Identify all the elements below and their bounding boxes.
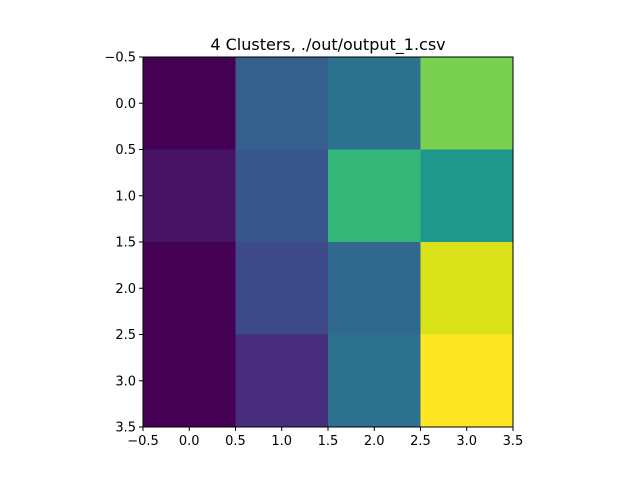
x-tick-label: 1.5 [318, 434, 339, 449]
heatmap-cell-r0-c3 [420, 57, 514, 150]
heatmap-cell-r0-c1 [235, 57, 329, 150]
y-tick-label: 1.5 [115, 236, 136, 251]
chart-title: 4 Clusters, ./out/output_1.csv [210, 35, 445, 55]
y-tick-label: 3.0 [115, 374, 136, 389]
heatmap-cell-r3-c2 [328, 334, 421, 428]
heatmap-cell-r0-c0 [143, 57, 236, 150]
y-tick-label: 3.5 [115, 421, 136, 436]
y-tick-label: 0.0 [115, 97, 136, 112]
heatmap-cell-r2-c1 [235, 242, 329, 335]
x-tick-label: 2.5 [410, 434, 431, 449]
x-tick-label: 0.5 [225, 434, 246, 449]
y-tick-label: 1.0 [115, 189, 136, 204]
x-tick-label: 0.0 [179, 434, 200, 449]
heatmap-cell-r3-c3 [420, 334, 514, 428]
heatmap-cell-r1-c0 [143, 149, 236, 243]
y-tick-label: 0.5 [115, 143, 136, 158]
heatmap-cell-r2-c0 [143, 242, 236, 335]
x-tick-label: 3.5 [503, 434, 524, 449]
y-tick-label: 2.5 [115, 328, 136, 343]
heatmap-cell-r0-c2 [328, 57, 421, 150]
axes: −0.5 0.0 0.5 1.0 1.5 2.0 2.5 3.0 3.5−0.50.00.51.… [104, 51, 523, 450]
heatmap-cell-r1-c3 [420, 149, 514, 243]
heatmap-cell-r2-c2 [328, 242, 421, 335]
x-tick-label: −0.5 [127, 434, 159, 449]
x-tick-label: 3.0 [456, 434, 477, 449]
x-tick-label: 2.0 [364, 434, 385, 449]
heatmap-cell-r3-c0 [143, 334, 236, 428]
heatmap-cells [143, 57, 514, 428]
y-tick-label: 2.0 [115, 282, 136, 297]
heatmap-cell-r1-c2 [328, 149, 421, 243]
heatmap-cell-r2-c3 [420, 242, 514, 335]
heatmap-cell-r1-c1 [235, 149, 329, 243]
x-tick-label: 1.0 [271, 434, 292, 449]
y-tick-label: −0.5 [104, 51, 136, 66]
heatmap-cell-r3-c1 [235, 334, 329, 428]
